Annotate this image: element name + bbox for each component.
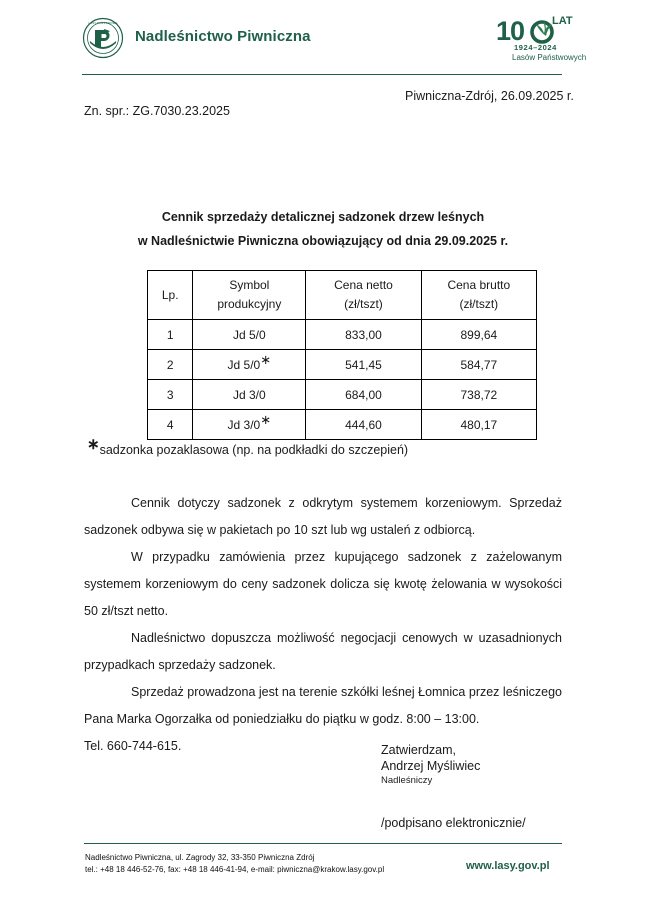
cell-netto: 684,00 (305, 379, 422, 410)
svg-text:Lasów Państwowych: Lasów Państwowych (512, 53, 586, 62)
table-header-cena-brutto: Cena brutto (zł/tszt) (420, 270, 538, 320)
svg-text:LAT: LAT (552, 15, 573, 27)
footer-divider (84, 843, 562, 844)
cell-brutto: 899,64 (420, 319, 538, 350)
footer-address-line-1: Nadleśnictwo Piwniczna, ul. Zagrody 32, … (85, 853, 315, 862)
signature-block: Zatwierdzam, Andrzej Myśliwiec Nadleśnic… (381, 742, 480, 788)
footnote-star-icon: ∗ (87, 435, 100, 453)
table-footnote: ∗sadzonka pozaklasowa (np. na podkładki … (87, 437, 409, 457)
paragraph-3: Nadleśnictwo dopuszcza możliwość negocja… (84, 631, 562, 672)
footnote-star-icon: ∗ (260, 411, 272, 427)
paragraph-2: W przypadku zamówienia przez kupującego … (84, 550, 562, 618)
cell-netto: 833,00 (305, 319, 422, 350)
table-header-cena-netto: Cena netto (zł/tszt) (305, 270, 422, 320)
table-header-symbol: Symbol produkcyjny (192, 270, 307, 320)
footnote-text: sadzonka pozaklasowa (np. na podkładki d… (99, 443, 409, 457)
document-title-line-1: Cennik sprzedaży detalicznej sadzonek dr… (161, 210, 485, 224)
footer-address-line-2: tel.: +48 18 446-52-76, fax: +48 18 446-… (85, 865, 385, 874)
header-divider (82, 74, 562, 75)
cell-symbol: Jd 5/0 (192, 319, 307, 350)
cell-symbol: Jd 3/0∗ (192, 409, 307, 440)
svg-text:1924–2024: 1924–2024 (514, 43, 557, 52)
svg-text:10: 10 (496, 16, 524, 46)
signature-role: Nadleśniczy (381, 775, 433, 786)
price-table: Lp. Symbol produkcyjny Cena netto (zł/ts… (146, 270, 538, 440)
cell-netto: 541,45 (305, 349, 422, 380)
table-header: Lp. Symbol produkcyjny Cena netto (zł/ts… (146, 270, 538, 320)
cell-brutto: 738,72 (420, 379, 538, 410)
footnote-star-icon: ∗ (260, 351, 272, 367)
lasy-panstwowe-emblem-icon: LASY PAŃSTWOWE (82, 17, 124, 59)
table-row: 2 Jd 5/0∗ 541,45 584,77 (146, 349, 538, 380)
svg-text:LASY PAŃSTWOWE: LASY PAŃSTWOWE (88, 21, 117, 25)
cell-lp: 2 (146, 349, 194, 380)
table-row: 1 Jd 5/0 833,00 899,64 (146, 319, 538, 350)
cell-lp: 1 (146, 319, 194, 350)
footer-address: Nadleśnictwo Piwniczna, ul. Zagrody 32, … (85, 852, 384, 876)
signature-name: Andrzej Myśliwiec (381, 759, 481, 773)
cell-symbol: Jd 3/0 (192, 379, 307, 410)
document-title-line-2: w Nadleśnictwie Piwniczna obowiązujący o… (137, 234, 509, 248)
cell-lp: 3 (146, 379, 194, 410)
paragraph-phone: Tel. 660-744-615. (84, 739, 182, 753)
table-body: 1 Jd 5/0 833,00 899,64 2 Jd 5/0∗ 541,45 … (146, 319, 538, 440)
electronic-signature-note: /podpisano elektronicznie/ (381, 816, 526, 830)
cell-brutto: 480,17 (420, 409, 538, 440)
reference-number: Zn. spr.: ZG.7030.23.2025 (84, 104, 230, 118)
table-row: 4 Jd 3/0∗ 444,60 480,17 (146, 409, 538, 440)
document-title: Cennik sprzedaży detalicznej sadzonek dr… (0, 205, 646, 253)
cell-brutto: 584,77 (420, 349, 538, 380)
document-header: LASY PAŃSTWOWE Nadleśnictwo Piwniczna 10… (0, 0, 646, 78)
signature-approval: Zatwierdzam, (381, 743, 457, 757)
footer-website-link[interactable]: www.lasy.gov.pl (466, 860, 550, 872)
place-and-date: Piwniczna-Zdrój, 26.09.2025 r. (405, 89, 574, 103)
table-header-lp: Lp. (146, 270, 194, 320)
paragraph-1: Cennik dotyczy sadzonek z odkrytym syste… (84, 496, 562, 537)
anniversary-100-lat-logo: 10 LAT 1924–2024 Lasów Państwowych (492, 10, 588, 62)
table-header-row: Lp. Symbol produkcyjny Cena netto (zł/ts… (146, 270, 538, 320)
paragraph-4: Sprzedaż prowadzona jest na terenie szkó… (84, 685, 562, 726)
cell-symbol: Jd 5/0∗ (192, 349, 307, 380)
document-body: Cennik dotyczy sadzonek z odkrytym syste… (84, 490, 562, 760)
page-title: Nadleśnictwo Piwniczna (135, 28, 311, 45)
cell-lp: 4 (146, 409, 194, 440)
table-row: 3 Jd 3/0 684,00 738,72 (146, 379, 538, 410)
cell-netto: 444,60 (305, 409, 422, 440)
